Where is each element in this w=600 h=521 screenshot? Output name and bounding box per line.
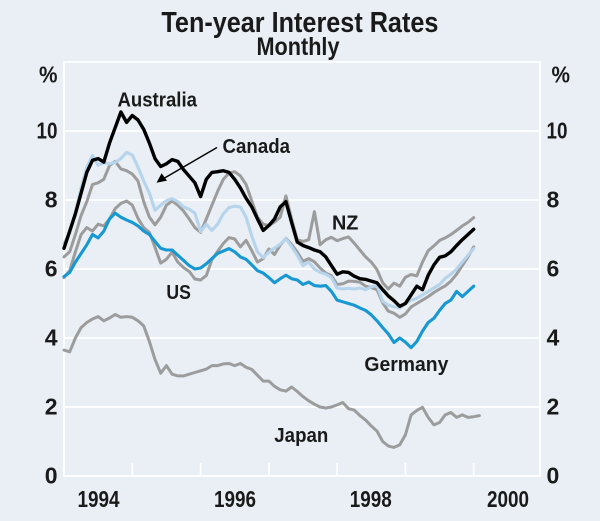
svg-text:2: 2 — [45, 394, 58, 420]
svg-text:1998: 1998 — [350, 486, 392, 512]
svg-text:Australia: Australia — [117, 90, 197, 112]
svg-text:4: 4 — [45, 325, 58, 351]
svg-text:2: 2 — [547, 394, 560, 420]
svg-text:Japan: Japan — [274, 425, 328, 447]
svg-text:8: 8 — [547, 187, 560, 213]
svg-text:2000: 2000 — [487, 486, 529, 512]
svg-text:Monthly: Monthly — [257, 33, 340, 61]
svg-text:0: 0 — [547, 463, 560, 489]
svg-text:Ten-year Interest Rates: Ten-year Interest Rates — [161, 7, 438, 39]
svg-text:Germany: Germany — [364, 354, 449, 376]
svg-text:10: 10 — [37, 118, 58, 144]
svg-text:1994: 1994 — [78, 486, 120, 512]
svg-text:%: % — [39, 61, 58, 87]
svg-text:NZ: NZ — [332, 212, 359, 234]
svg-text:US: US — [166, 282, 191, 304]
svg-text:Canada: Canada — [223, 136, 291, 158]
svg-text:10: 10 — [547, 118, 568, 144]
svg-text:4: 4 — [547, 325, 560, 351]
svg-text:1996: 1996 — [214, 486, 256, 512]
svg-text:6: 6 — [547, 256, 560, 282]
svg-text:6: 6 — [45, 256, 58, 282]
svg-text:%: % — [552, 61, 571, 87]
svg-text:8: 8 — [45, 187, 58, 213]
svg-text:0: 0 — [45, 463, 58, 489]
